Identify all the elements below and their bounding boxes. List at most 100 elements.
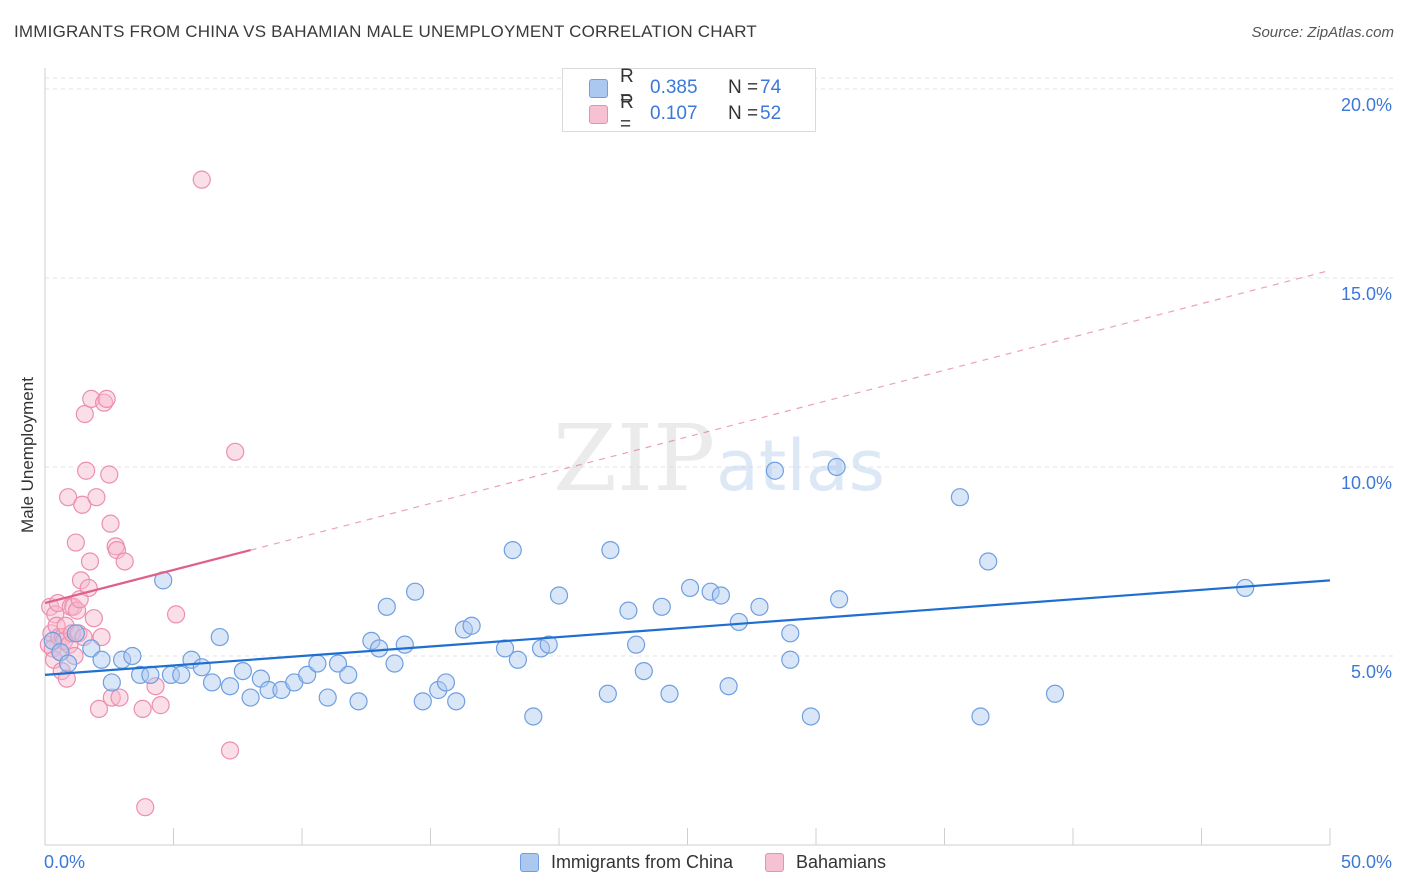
bahamian-point bbox=[75, 404, 94, 424]
y-tick-label: 5.0% bbox=[1350, 661, 1392, 682]
bahamian-point bbox=[101, 514, 120, 533]
china-point bbox=[495, 639, 515, 658]
watermark: ZIP atlas bbox=[553, 405, 885, 512]
china-point bbox=[328, 654, 348, 673]
china-point bbox=[298, 665, 317, 684]
china-point bbox=[123, 646, 142, 666]
china-point bbox=[59, 654, 78, 673]
china-point bbox=[729, 612, 749, 632]
legend-swatch-blue bbox=[519, 853, 539, 872]
bahamian-point bbox=[110, 688, 129, 707]
bahamian-point bbox=[87, 488, 106, 507]
bahamian-point bbox=[146, 677, 165, 696]
china-point bbox=[508, 650, 527, 669]
series-legend: Immigrants from China Bahamians bbox=[0, 852, 1406, 873]
bahamian-point bbox=[226, 442, 245, 461]
china-point bbox=[82, 639, 101, 658]
bahamian-point bbox=[133, 699, 152, 719]
legend-n-label: N = bbox=[728, 103, 759, 124]
china-point bbox=[349, 692, 368, 711]
bahamians-points bbox=[39, 170, 245, 817]
bahamian-point bbox=[220, 741, 240, 760]
axes bbox=[44, 68, 1331, 846]
chart-title: IMMIGRANTS FROM CHINA VS BAHAMIAN MALE U… bbox=[14, 22, 757, 41]
china-point bbox=[711, 586, 731, 605]
legend-swatch-pink bbox=[765, 853, 784, 872]
china-point bbox=[619, 601, 638, 620]
bahamian-point bbox=[66, 533, 85, 552]
bahamian-point bbox=[68, 601, 87, 620]
bahamian-trend-extension bbox=[250, 269, 1331, 551]
china-point bbox=[950, 488, 970, 507]
bahamian-point bbox=[59, 488, 78, 507]
china-point bbox=[192, 658, 211, 677]
gridlines bbox=[45, 77, 1395, 657]
bahamian-point bbox=[192, 170, 211, 189]
china-point bbox=[241, 688, 260, 707]
china-point bbox=[634, 661, 653, 681]
china-point bbox=[971, 707, 990, 726]
china-point bbox=[220, 677, 240, 696]
china-point bbox=[259, 680, 278, 700]
x-tick-label-max: 50.0% bbox=[1340, 852, 1392, 872]
legend-swatch-blue bbox=[589, 78, 608, 98]
china-point bbox=[429, 680, 448, 700]
china-point bbox=[130, 665, 150, 684]
bahamian-point bbox=[77, 461, 96, 480]
china-point bbox=[141, 665, 160, 684]
legend-label-china: Immigrants from China bbox=[550, 852, 733, 872]
china-point bbox=[781, 650, 800, 669]
china-point bbox=[660, 684, 679, 703]
y-tick-label: 10.0% bbox=[1340, 472, 1392, 493]
china-point bbox=[233, 661, 252, 681]
china-point bbox=[503, 541, 522, 560]
china-point bbox=[719, 677, 738, 696]
bahamian-point bbox=[102, 688, 121, 707]
bahamian-point bbox=[71, 571, 91, 590]
y-tick-label: 15.0% bbox=[1340, 283, 1392, 304]
china-point bbox=[680, 578, 700, 598]
bahamian-point bbox=[62, 624, 82, 643]
china-point bbox=[447, 692, 466, 711]
bahamian-point bbox=[92, 627, 111, 647]
bahamian-point bbox=[151, 696, 170, 715]
china-point bbox=[210, 627, 229, 647]
china-point bbox=[626, 635, 646, 654]
watermark-atlas: atlas bbox=[716, 425, 885, 507]
legend-item-bahamians[interactable]: Bahamians bbox=[765, 852, 886, 873]
china-point bbox=[979, 552, 998, 571]
china-point bbox=[524, 707, 543, 726]
legend-label-bahamians: Bahamians bbox=[796, 852, 887, 872]
legend-r-label: R = bbox=[620, 66, 634, 109]
bahamian-point bbox=[80, 552, 100, 571]
bahamian-point bbox=[166, 605, 186, 624]
legend-r-value: 0.385 bbox=[650, 77, 698, 98]
china-point bbox=[395, 635, 414, 654]
legend-n-label: N = bbox=[728, 77, 759, 98]
china-point bbox=[172, 665, 191, 684]
china-point bbox=[377, 597, 396, 616]
china-point bbox=[308, 654, 327, 673]
china-point bbox=[549, 586, 569, 605]
china-point bbox=[339, 665, 358, 684]
china-point bbox=[781, 624, 800, 643]
china-point bbox=[765, 461, 784, 480]
china-trend-line bbox=[44, 579, 1331, 676]
legend-item-china[interactable]: Immigrants from China bbox=[519, 852, 733, 873]
bahamian-point bbox=[100, 465, 119, 484]
china-point bbox=[1045, 684, 1065, 703]
watermark-zip: ZIP bbox=[553, 405, 715, 512]
china-point bbox=[830, 590, 849, 609]
legend-r-label: R = bbox=[620, 92, 634, 135]
china-point bbox=[436, 673, 456, 692]
legend-r-value: 0.107 bbox=[650, 103, 698, 124]
bahamian-point bbox=[115, 552, 134, 571]
legend-row-bahamians: R = 0.107 N = 52 bbox=[589, 92, 781, 135]
china-point bbox=[539, 635, 558, 654]
china-points bbox=[43, 457, 1255, 726]
china-point bbox=[318, 688, 337, 707]
bahamian-point bbox=[97, 389, 116, 409]
china-point bbox=[598, 684, 617, 703]
china-point bbox=[801, 707, 820, 726]
